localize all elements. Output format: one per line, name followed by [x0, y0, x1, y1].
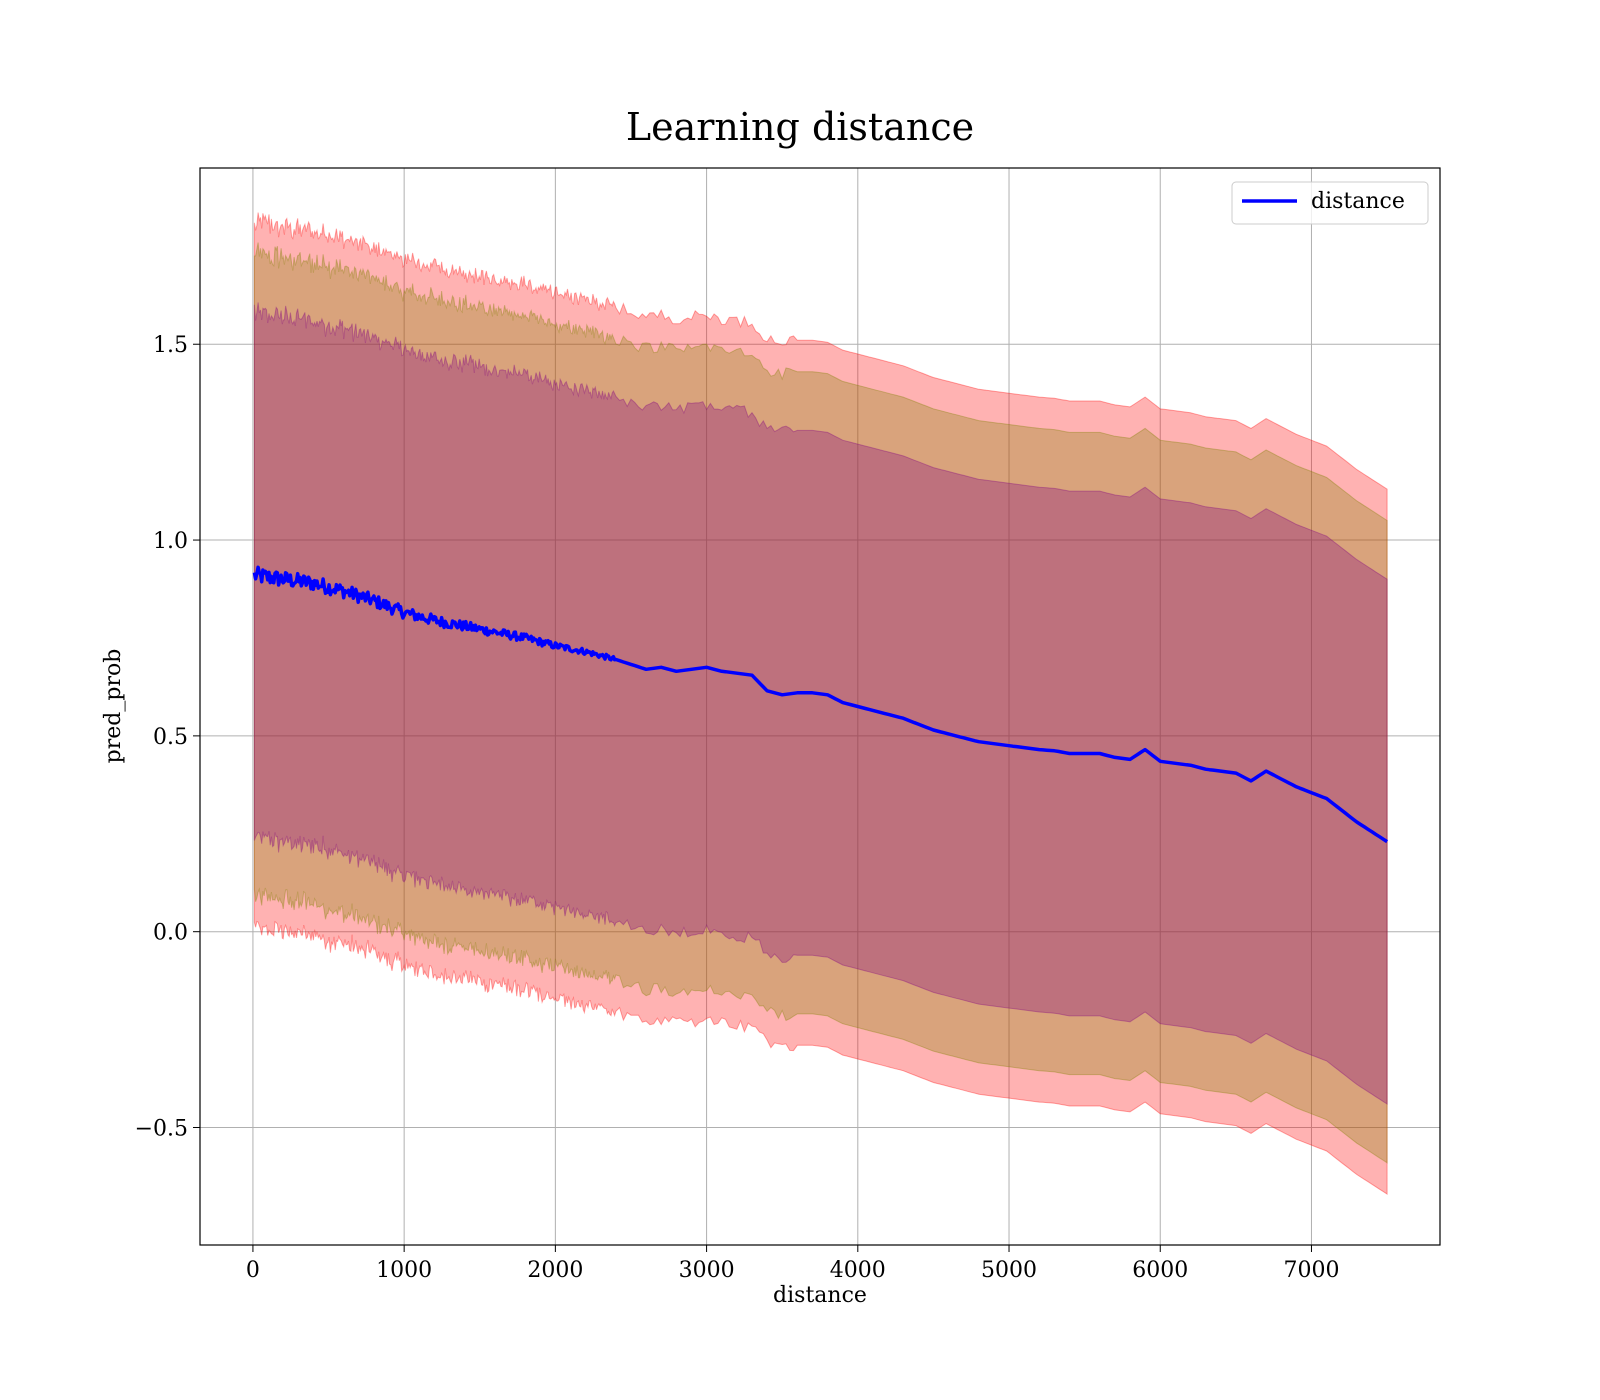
band-middle-band [253, 242, 1388, 1164]
y-tick-label: 1.5 [153, 333, 188, 358]
confidence-bands [253, 212, 1388, 1196]
series-line-distance [252, 565, 1389, 844]
y-axis-label: pred_prob [101, 649, 126, 764]
y-axis-ticks: −0.5 0.0 0.5 1.0 1.5 [135, 333, 200, 1142]
series-lines [252, 565, 1389, 844]
x-tick-label: 7000 [1283, 1258, 1339, 1283]
plot-frame [199, 167, 1441, 1246]
grid-lines [200, 168, 1440, 1245]
x-tick-label: 6000 [1132, 1258, 1188, 1283]
y-tick-label: 0.5 [153, 725, 188, 750]
x-axis-ticks: 0 1000 2000 3000 4000 5000 6000 7000 [246, 1245, 1339, 1283]
x-tick-label: 1000 [376, 1258, 432, 1283]
x-tick-label: 2000 [527, 1258, 583, 1283]
x-tick-label: 0 [246, 1258, 260, 1283]
legend: distance [1231, 181, 1429, 225]
x-tick-label: 3000 [679, 1258, 735, 1283]
x-axis-label: distance [773, 1283, 867, 1308]
x-tick-label: 4000 [830, 1258, 886, 1283]
y-tick-label: −0.5 [135, 1117, 188, 1142]
legend-box [1231, 181, 1429, 225]
chart-title: Learning distance [626, 105, 974, 149]
x-tick-label: 5000 [981, 1258, 1037, 1283]
y-tick-label: 0.0 [153, 921, 188, 946]
y-tick-label: 1.0 [153, 529, 188, 554]
band-inner-band [253, 302, 1388, 1105]
band-outer-band [253, 212, 1388, 1196]
legend-label-distance: distance [1311, 189, 1405, 214]
